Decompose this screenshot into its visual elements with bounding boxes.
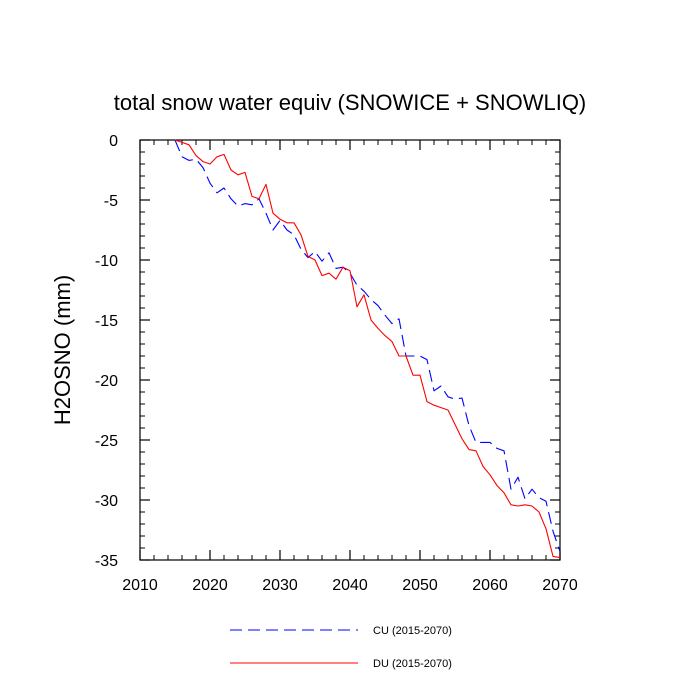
y-tick-label: -5 [104, 193, 118, 210]
plot-series [174, 139, 561, 559]
y-axis-label: H2OSNO (mm) [50, 275, 75, 425]
y-tick-label: 0 [109, 133, 118, 150]
x-tick-label: 2060 [472, 577, 508, 594]
x-tick-label: 2040 [332, 577, 368, 594]
series-line-1 [174, 139, 561, 552]
x-tick-label: 2030 [262, 577, 298, 594]
x-tick-label: 2050 [402, 577, 438, 594]
y-tick-label: -15 [95, 313, 118, 330]
x-tick-label: 2070 [542, 577, 578, 594]
axes: 2010 2020 2030 2040 2050 2060 2070 0 -5 -10 -15 -20… [95, 133, 578, 594]
series-line-2 [174, 139, 561, 559]
chart-title: total snow water equiv (SNOWICE + SNOWLI… [114, 90, 587, 115]
x-tick-label: 2010 [122, 577, 158, 594]
legend-label-1: CU (2015-2070) [373, 625, 452, 637]
y-tick-label: -10 [95, 253, 118, 270]
y-tick-label: -25 [95, 433, 118, 450]
y-tick-label: -20 [95, 373, 118, 390]
y-tick-label: -35 [95, 553, 118, 570]
legend: CU (2015-2070) DU (2015-2070) [230, 625, 452, 670]
legend-label-2: DU (2015-2070) [373, 658, 452, 670]
plot-frame [139, 139, 561, 561]
x-tick-label: 2020 [192, 577, 228, 594]
y-tick-label: -30 [95, 493, 118, 510]
